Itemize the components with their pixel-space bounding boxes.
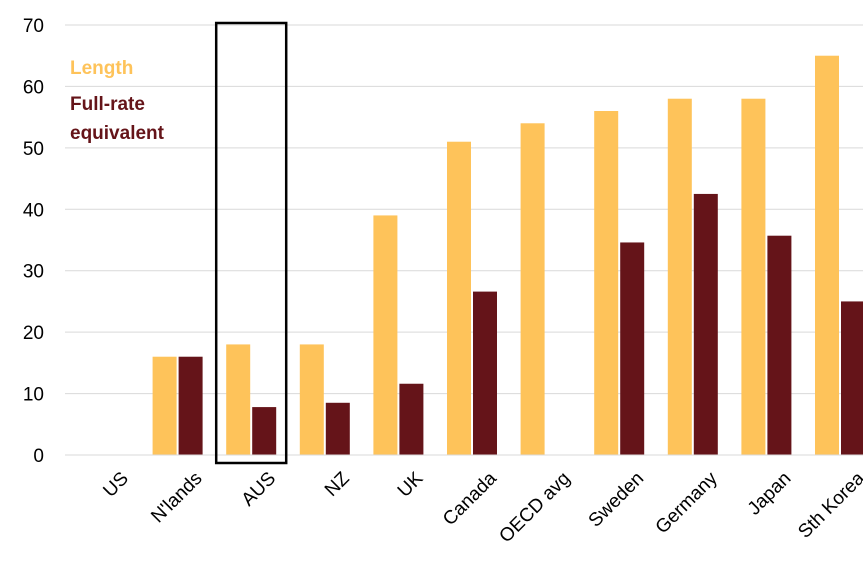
y-tick-label: 40	[23, 200, 44, 221]
x-tick-label: UK	[394, 468, 428, 502]
bar-full-rate-equivalent	[841, 301, 863, 455]
x-tick-label: OECD avg	[495, 468, 574, 547]
legend-length: Length	[70, 58, 133, 79]
bar-full-rate-equivalent	[767, 235, 792, 455]
bars	[152, 55, 863, 456]
bar-full-rate-equivalent	[325, 402, 350, 455]
bar-length	[226, 344, 251, 455]
x-tick-label: Canada	[439, 468, 501, 530]
y-tick-label: 70	[23, 16, 44, 37]
x-tick-label: N'lands	[147, 468, 206, 527]
bar-full-rate-equivalent	[620, 242, 645, 455]
bar-length	[741, 98, 766, 455]
x-tick-label: Germany	[652, 468, 722, 538]
x-tick-label: AUS	[238, 468, 280, 510]
bar-length	[520, 123, 545, 456]
bar-length	[815, 55, 839, 455]
y-tick-label: 10	[23, 385, 44, 406]
y-axis: 0 10 20 30 40 50 60 70	[23, 16, 44, 467]
bar-length	[447, 141, 471, 455]
legend-full-rate-line1: Full-rate	[70, 94, 145, 115]
bar-full-rate-equivalent	[473, 291, 497, 455]
bar-length	[594, 111, 619, 455]
y-tick-label: 0	[33, 446, 44, 467]
x-tick-label: Sth Korea	[794, 468, 863, 543]
bar-full-rate-equivalent	[252, 407, 277, 455]
y-tick-label: 20	[23, 323, 44, 344]
x-tick-label: Japan	[744, 468, 795, 519]
bar-length	[299, 344, 324, 455]
y-tick-label: 60	[23, 77, 44, 98]
legend: Length Full-rate equivalent	[70, 58, 165, 144]
bar-length	[667, 98, 692, 455]
bar-full-rate-equivalent	[693, 193, 718, 455]
bar-full-rate-equivalent	[178, 356, 203, 455]
legend-full-rate-line2: equivalent	[70, 123, 165, 144]
x-tick-label: NZ	[321, 468, 354, 501]
bar-length	[373, 215, 398, 455]
bar-full-rate-equivalent	[399, 383, 424, 455]
highlight-box	[214, 21, 288, 465]
bar-length	[152, 356, 177, 455]
x-tick-label: US	[99, 468, 133, 502]
y-tick-label: 50	[23, 139, 44, 160]
y-tick-label: 30	[23, 262, 44, 283]
x-tick-label: Sweden	[585, 468, 648, 531]
